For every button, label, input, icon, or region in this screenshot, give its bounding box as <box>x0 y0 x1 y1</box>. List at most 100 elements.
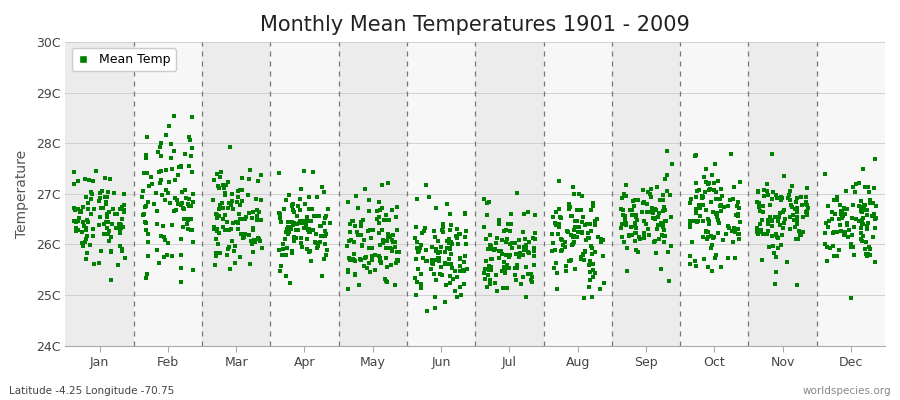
Point <box>111 262 125 268</box>
Point <box>832 246 846 253</box>
Point <box>481 271 495 278</box>
Point <box>409 235 423 242</box>
Point <box>777 172 791 179</box>
Point <box>431 237 446 244</box>
Point <box>652 222 666 228</box>
Point <box>562 200 576 207</box>
Point <box>765 196 779 203</box>
Point <box>413 281 428 288</box>
Point <box>833 211 848 217</box>
Point <box>184 227 199 233</box>
Point <box>492 217 507 224</box>
Point <box>616 207 630 213</box>
Point <box>380 238 394 244</box>
Point <box>653 266 668 272</box>
Point <box>615 234 629 240</box>
Point <box>453 231 467 238</box>
Point <box>141 239 156 245</box>
Point <box>484 242 499 249</box>
Point <box>626 207 640 213</box>
Point <box>215 200 230 207</box>
Point <box>844 241 859 247</box>
Point <box>417 228 431 234</box>
Point <box>482 232 497 238</box>
Point <box>706 234 721 240</box>
Point <box>628 220 643 226</box>
Point <box>684 196 698 202</box>
Point <box>768 214 782 220</box>
Point <box>320 206 335 213</box>
Point <box>457 259 472 265</box>
Point <box>107 190 122 196</box>
Point <box>516 228 530 235</box>
Point <box>117 191 131 198</box>
Point <box>233 231 248 237</box>
Point <box>185 227 200 233</box>
Point <box>373 241 387 248</box>
Point <box>559 268 573 274</box>
Point <box>647 237 662 244</box>
Point <box>509 262 524 268</box>
Point <box>573 207 588 213</box>
Point <box>176 189 190 195</box>
Point <box>655 220 670 227</box>
Point <box>97 220 112 227</box>
Point <box>628 224 643 231</box>
Point <box>652 222 666 228</box>
Point <box>343 229 357 235</box>
Point <box>689 188 704 194</box>
Point <box>564 213 579 220</box>
Point <box>84 188 98 195</box>
Point <box>644 191 658 197</box>
Point <box>186 191 201 198</box>
Point <box>346 257 361 263</box>
Point <box>114 204 129 210</box>
Point <box>142 182 157 189</box>
Point <box>840 206 854 212</box>
Point <box>223 226 238 232</box>
Point <box>692 202 706 209</box>
Point <box>83 241 97 248</box>
Point <box>303 258 318 264</box>
Point <box>483 256 498 262</box>
Point <box>175 252 189 258</box>
Point <box>821 203 835 209</box>
Point <box>431 254 446 261</box>
Point <box>619 245 634 251</box>
Point <box>769 231 783 237</box>
Point <box>854 224 868 231</box>
Point <box>360 265 374 271</box>
Point <box>701 218 716 224</box>
Point <box>435 227 449 233</box>
Point <box>819 220 833 227</box>
Point <box>179 194 194 201</box>
Point <box>418 224 433 231</box>
Point <box>838 229 852 236</box>
Point <box>696 201 710 208</box>
Point <box>774 194 788 200</box>
Point <box>568 266 582 273</box>
Point <box>483 264 498 270</box>
Point <box>291 203 305 209</box>
Point <box>218 192 232 198</box>
Point <box>225 206 239 212</box>
Point <box>866 200 880 206</box>
Point <box>751 189 765 196</box>
Point <box>138 219 152 226</box>
Point <box>789 282 804 288</box>
Point <box>379 216 393 223</box>
Point <box>165 253 179 259</box>
Point <box>566 240 580 247</box>
Point <box>415 230 429 236</box>
Point <box>317 220 331 226</box>
Point <box>428 294 443 300</box>
Point <box>370 208 384 214</box>
Point <box>636 200 651 207</box>
Point <box>185 169 200 175</box>
Point <box>761 220 776 227</box>
Point <box>795 202 809 208</box>
Point <box>71 227 86 233</box>
Point <box>149 190 164 196</box>
Point <box>716 236 731 243</box>
Point <box>138 204 152 210</box>
